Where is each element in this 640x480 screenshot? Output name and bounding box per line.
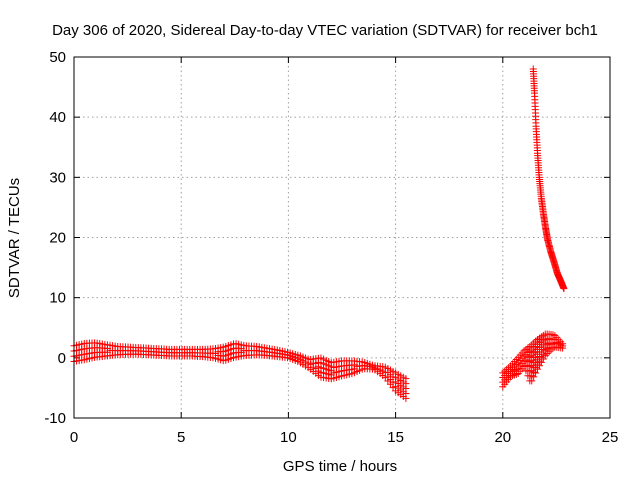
chart-title: Day 306 of 2020, Sidereal Day-to-day VTE…: [52, 22, 598, 39]
y-tick-label: -10: [44, 410, 66, 427]
plot-frame: [73, 56, 611, 419]
x-tick-label: 15: [387, 429, 404, 446]
data-point: [560, 285, 568, 293]
y-tick-label: 40: [49, 109, 66, 126]
x-tick-label: 20: [494, 429, 511, 446]
y-tick-label: 50: [49, 49, 66, 66]
x-tick-label: 5: [177, 429, 185, 446]
y-tick-label: 30: [49, 169, 66, 186]
x-tick-label: 0: [70, 429, 78, 446]
y-tick-label: 10: [49, 290, 66, 307]
y-tick-label: 0: [58, 350, 66, 367]
y-tick-label: 20: [49, 230, 66, 247]
x-tick-label: 10: [280, 429, 297, 446]
data-point: [402, 375, 410, 383]
x-axis-title: GPS time / hours: [283, 458, 397, 475]
y-axis-title: SDTVAR / TECUs: [6, 178, 23, 298]
data-points: [70, 65, 568, 402]
data-point: [559, 340, 567, 348]
x-tick-label: 25: [602, 429, 619, 446]
data-point: [532, 337, 540, 345]
